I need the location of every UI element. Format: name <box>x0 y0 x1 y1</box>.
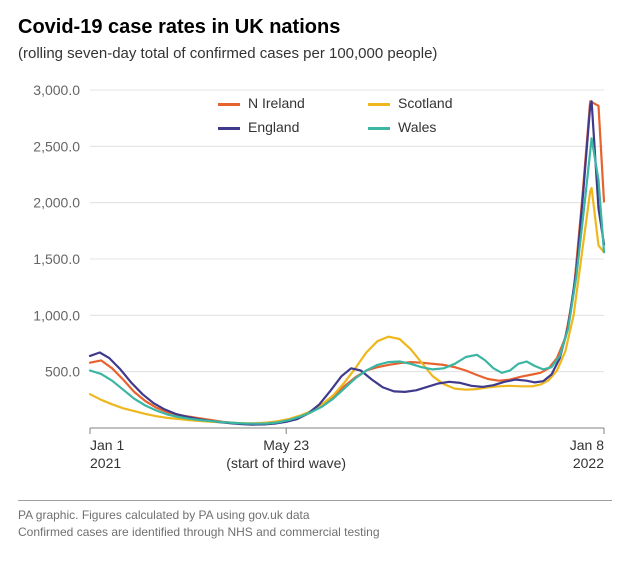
svg-text:3,000.0: 3,000.0 <box>33 82 80 98</box>
footer-line-1: PA graphic. Figures calculated by PA usi… <box>18 507 612 524</box>
svg-text:May 23: May 23 <box>263 437 309 453</box>
svg-text:Wales: Wales <box>398 119 436 135</box>
svg-text:Scotland: Scotland <box>398 95 452 111</box>
chart-svg: 500.0 1,000.0 1,500.0 2,000.0 2,500.0 3,000.0… <box>18 72 612 492</box>
svg-text:2021: 2021 <box>90 455 121 471</box>
footer: PA graphic. Figures calculated by PA usi… <box>18 500 612 541</box>
svg-text:2,000.0: 2,000.0 <box>33 195 80 211</box>
svg-text:500.0: 500.0 <box>45 364 80 380</box>
svg-text:1,000.0: 1,000.0 <box>33 307 80 323</box>
page-title: Covid-19 case rates in UK nations <box>18 16 612 39</box>
svg-text:England: England <box>248 119 299 135</box>
svg-text:N Ireland: N Ireland <box>248 95 305 111</box>
line-chart: 500.0 1,000.0 1,500.0 2,000.0 2,500.0 3,000.0… <box>18 72 612 492</box>
svg-text:Jan 1: Jan 1 <box>90 437 124 453</box>
svg-text:1,500.0: 1,500.0 <box>33 251 80 267</box>
footer-line-2: Confirmed cases are identified through N… <box>18 524 612 541</box>
svg-text:Jan 8: Jan 8 <box>570 437 604 453</box>
svg-text:2022: 2022 <box>573 455 604 471</box>
svg-text:2,500.0: 2,500.0 <box>33 138 80 154</box>
subtitle: (rolling seven-day total of confirmed ca… <box>18 45 612 62</box>
svg-text:(start of third wave): (start of third wave) <box>226 455 346 471</box>
